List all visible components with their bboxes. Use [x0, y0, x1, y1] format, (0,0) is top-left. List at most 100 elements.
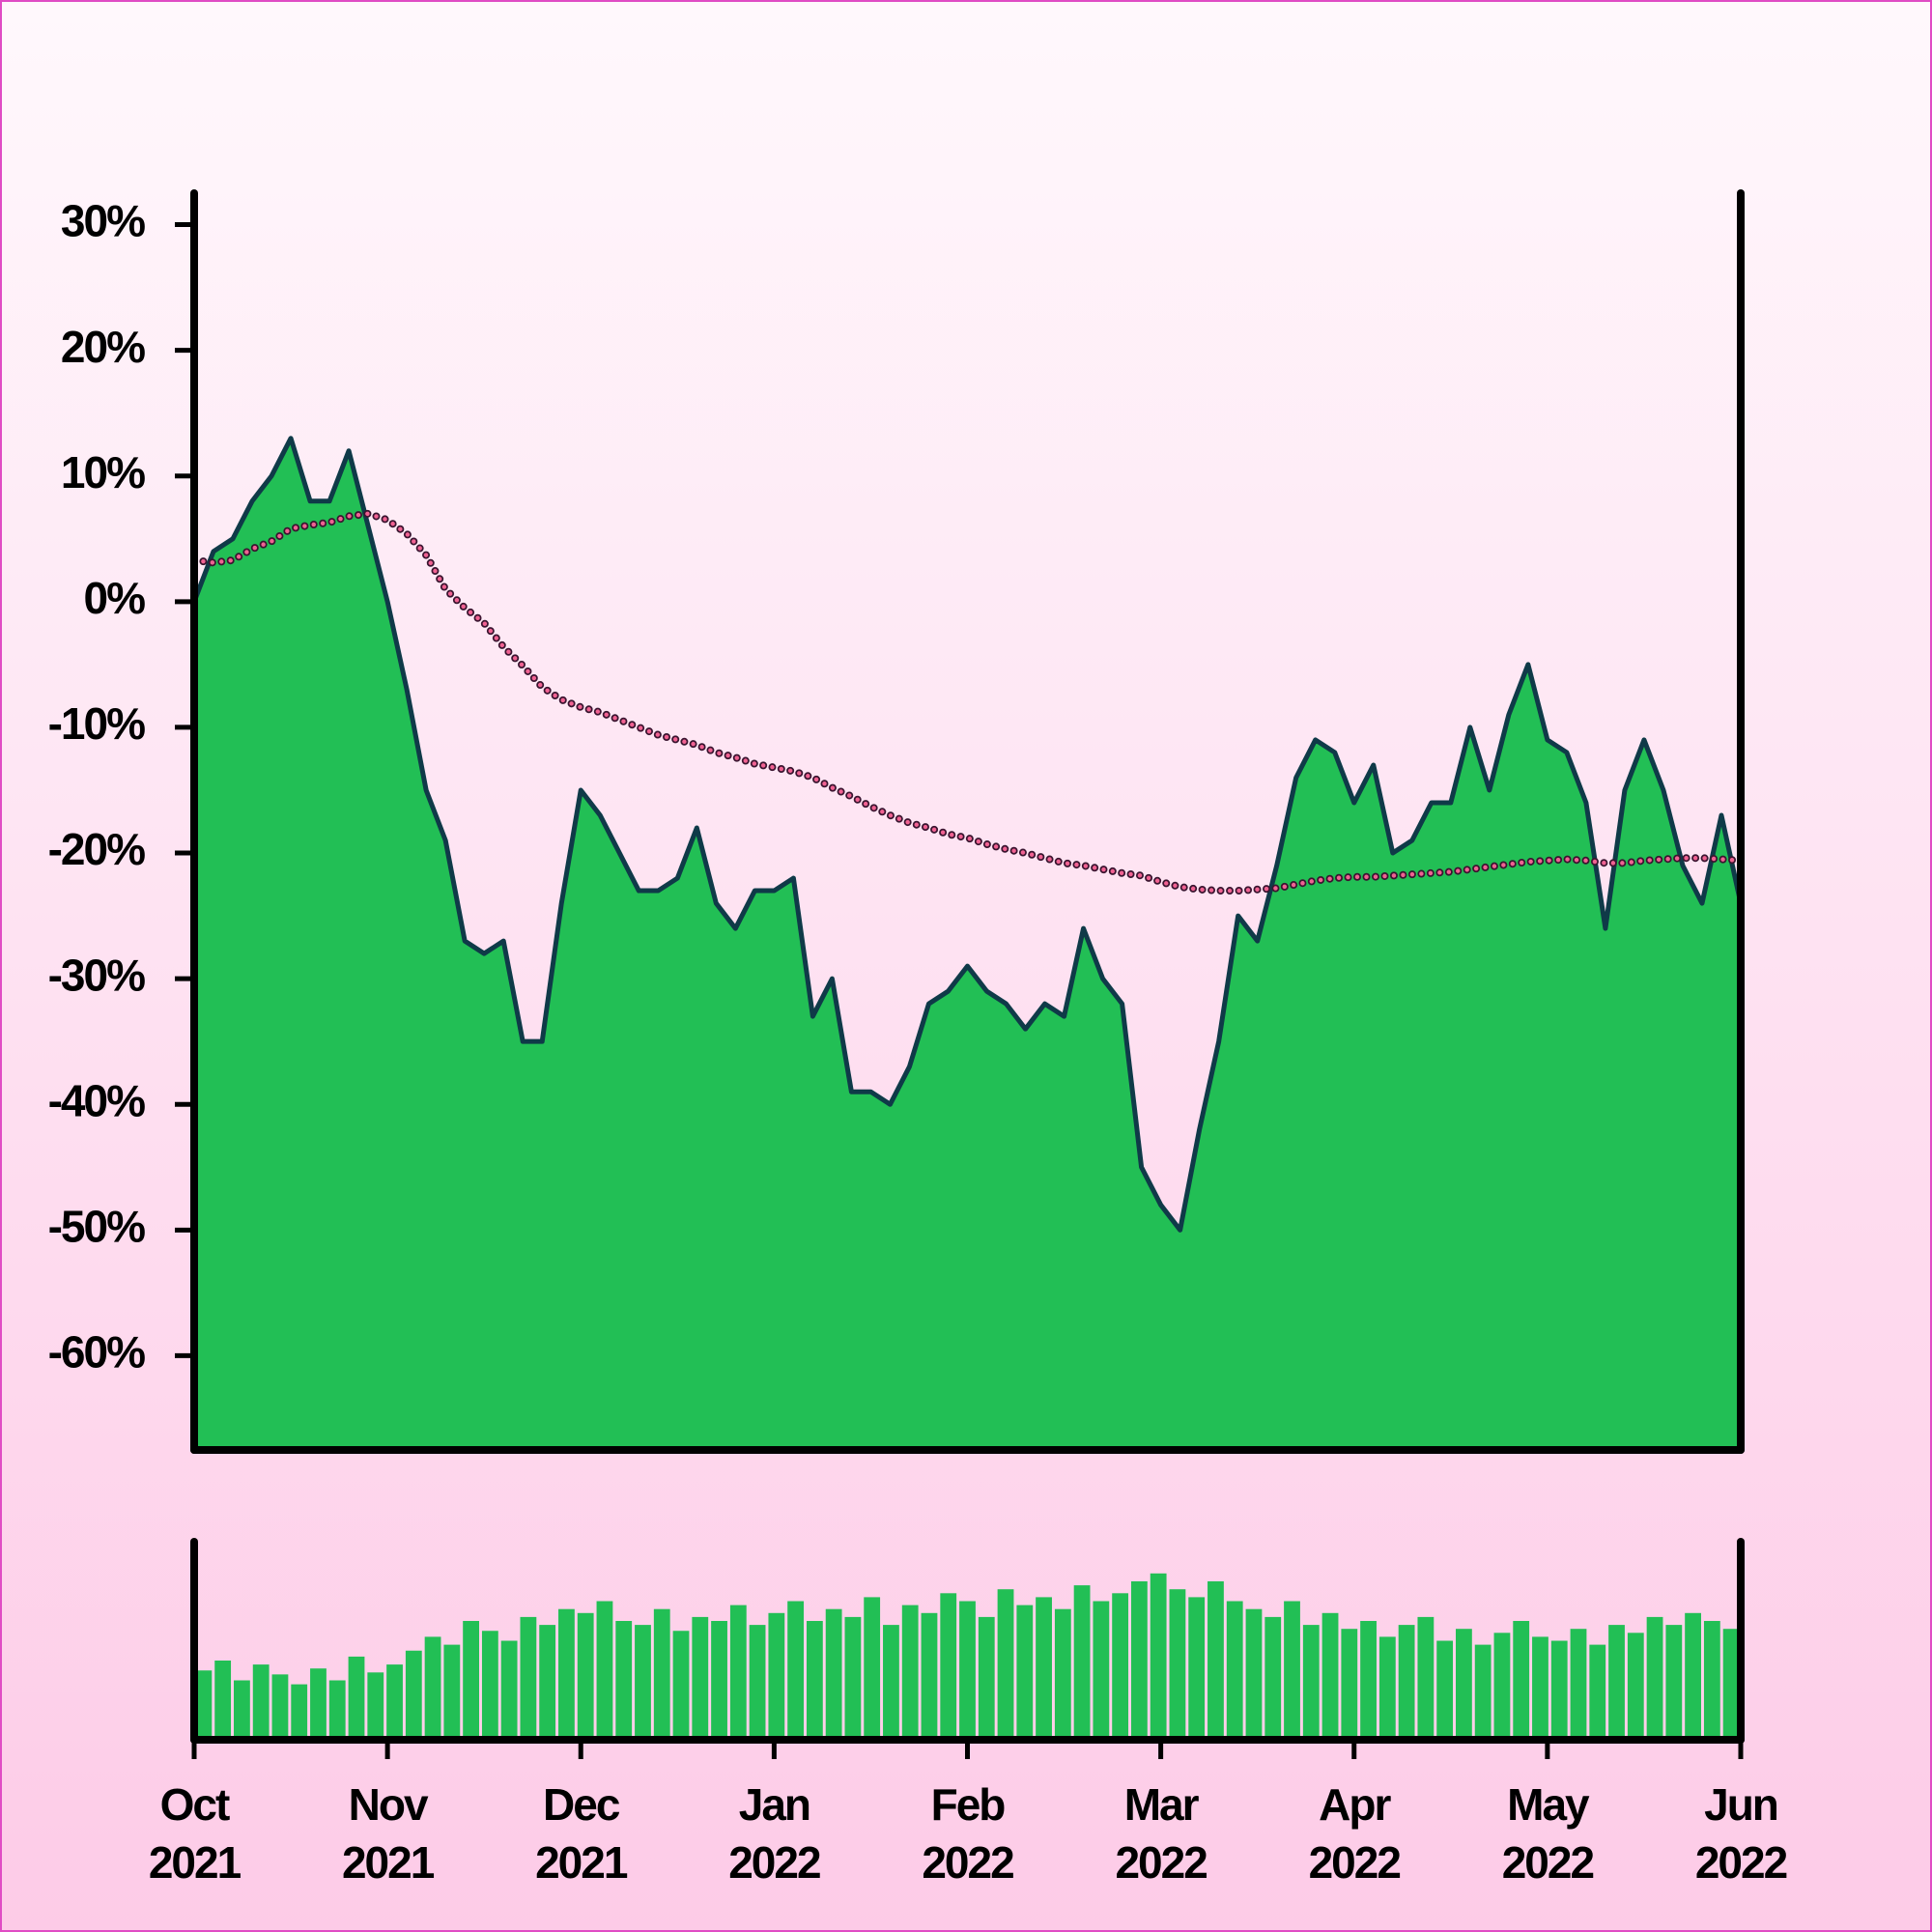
volume-bar	[1436, 1640, 1454, 1740]
volume-bar	[577, 1612, 594, 1740]
volume-bar	[214, 1661, 232, 1740]
volume-bar	[1665, 1625, 1683, 1740]
volume-bar	[1722, 1629, 1740, 1740]
volume-bar	[1493, 1633, 1511, 1740]
volume-bar	[1321, 1612, 1339, 1740]
volume-bar	[386, 1664, 403, 1740]
volume-bar	[940, 1593, 957, 1740]
volume-bar	[1016, 1605, 1034, 1740]
x-tick-label: Nov 2021	[341, 1779, 435, 1888]
volume-bar	[711, 1621, 727, 1740]
x-tick-label: Feb 2022	[922, 1779, 1014, 1888]
volume-bar	[596, 1601, 613, 1740]
y-tick-label: -20%	[48, 824, 145, 874]
volume-bar	[195, 1670, 213, 1740]
volume-bar	[1245, 1608, 1263, 1740]
y-tick-label: -30%	[48, 950, 145, 1000]
volume-bar	[405, 1650, 422, 1740]
volume-bar	[1398, 1625, 1415, 1740]
volume-bar	[1150, 1573, 1167, 1740]
volume-bar	[997, 1589, 1014, 1740]
volume-bar	[1417, 1616, 1435, 1740]
volume-bar	[806, 1621, 823, 1740]
volume-bar	[558, 1608, 575, 1740]
volume-bar	[1532, 1636, 1548, 1740]
volume-bar	[1703, 1621, 1720, 1740]
volume-bar	[672, 1631, 690, 1740]
volume-bar	[1284, 1601, 1300, 1740]
volume-bar	[234, 1680, 250, 1740]
y-tick-label: 20%	[61, 322, 145, 372]
y-tick-label: 30%	[61, 196, 145, 246]
volume-bar	[1513, 1621, 1530, 1740]
volume-bar	[252, 1664, 270, 1740]
volume-bar	[1036, 1597, 1052, 1740]
volume-bar	[310, 1668, 327, 1740]
volume-bar	[768, 1612, 785, 1740]
volume-bar	[500, 1640, 518, 1740]
volume-bar	[1550, 1640, 1568, 1740]
volume-bar	[1112, 1593, 1129, 1740]
volume-bar	[539, 1625, 556, 1740]
volume-bar	[1073, 1585, 1091, 1740]
volume-bar	[367, 1672, 384, 1740]
volume-bar	[653, 1608, 670, 1740]
volume-bar	[291, 1684, 308, 1740]
y-tick-label: -60%	[48, 1327, 145, 1378]
volume-bar	[901, 1605, 919, 1740]
moving-average-outline	[190, 509, 1745, 895]
x-tick-label: Apr 2022	[1308, 1779, 1402, 1888]
volume-bar	[443, 1644, 461, 1740]
volume-bar	[328, 1680, 346, 1740]
volume-bar	[463, 1621, 479, 1740]
volume-bar	[1188, 1597, 1206, 1740]
y-tick-label: 10%	[61, 447, 145, 497]
volume-bar	[959, 1601, 976, 1740]
volume-bar	[692, 1616, 709, 1740]
x-tick-label: Dec 2021	[535, 1779, 628, 1888]
volume-bar	[1456, 1629, 1472, 1740]
y-tick-label: -40%	[48, 1075, 145, 1125]
volume-bar	[481, 1631, 498, 1740]
volume-bar	[1169, 1589, 1186, 1740]
volume-bar	[844, 1616, 862, 1740]
volume-bar	[921, 1612, 938, 1740]
x-tick-label: Mar 2022	[1115, 1779, 1208, 1888]
price-area	[194, 438, 1741, 1450]
volume-bar	[825, 1608, 842, 1740]
volume-bar	[1474, 1644, 1492, 1740]
volume-bar	[635, 1625, 651, 1740]
y-tick-label: 0%	[84, 573, 146, 623]
y-tick-label: -50%	[48, 1201, 145, 1251]
price-line	[191, 436, 1744, 1233]
volume-bar	[1627, 1633, 1644, 1740]
volume-bar	[1208, 1581, 1224, 1740]
volume-bar	[1264, 1616, 1282, 1740]
volume-bar	[1341, 1629, 1358, 1740]
volume-bar	[749, 1625, 766, 1740]
volume-bar	[1302, 1625, 1320, 1740]
volume-bar	[883, 1625, 899, 1740]
volume-bar	[348, 1656, 365, 1740]
volume-bar	[424, 1636, 441, 1740]
volume-bar	[1360, 1621, 1377, 1740]
volume-bar	[1093, 1601, 1110, 1740]
volume-bar	[729, 1605, 747, 1740]
volume-bar	[1608, 1625, 1625, 1740]
volume-bar	[1054, 1608, 1071, 1740]
x-tick-label: Oct 2021	[148, 1779, 242, 1888]
volume-bar	[864, 1597, 881, 1740]
volume-bar	[615, 1621, 633, 1740]
x-tick-label: May 2022	[1501, 1779, 1595, 1888]
volume-bar	[978, 1616, 995, 1740]
volume-bar	[1589, 1644, 1606, 1740]
volume-bar	[1378, 1636, 1396, 1740]
volume-bar	[1130, 1581, 1148, 1740]
volume-bar	[271, 1674, 289, 1740]
volume-bar	[1685, 1612, 1701, 1740]
x-tick-label: Jan 2022	[728, 1779, 821, 1888]
x-tick-label: Jun 2022	[1694, 1779, 1788, 1888]
y-tick-label: -10%	[48, 698, 145, 749]
